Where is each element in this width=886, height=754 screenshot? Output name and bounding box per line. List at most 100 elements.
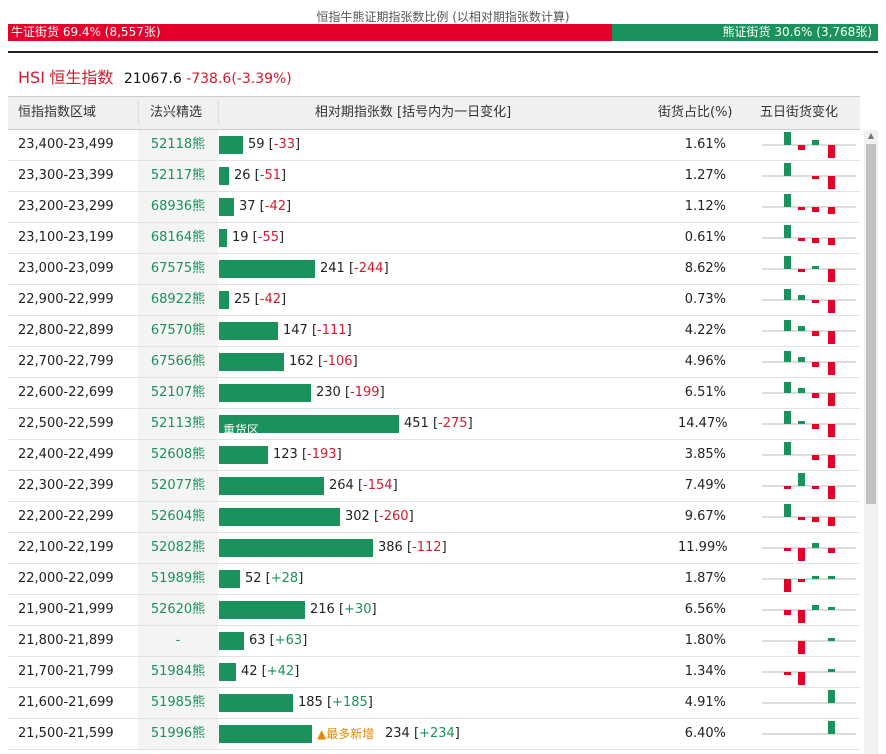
vertical-scrollbar[interactable]: ▲ bbox=[864, 130, 878, 754]
table-row[interactable]: 22,100-22,199 52082熊 386 [-112] 11.99% bbox=[8, 533, 860, 564]
day-change-bar bbox=[798, 238, 805, 241]
day-change-bar bbox=[828, 300, 835, 313]
warrant-code-link[interactable]: 68922熊 bbox=[138, 285, 218, 315]
day-change-bar bbox=[828, 721, 835, 734]
five-day-change-chart bbox=[756, 161, 860, 191]
warrant-code-link[interactable]: 67575熊 bbox=[138, 254, 218, 284]
column-header-range[interactable]: 恒指指数区域 bbox=[18, 105, 97, 120]
warrant-code-link[interactable]: 52107熊 bbox=[138, 378, 218, 408]
table-row[interactable]: 21,600-21,699 51985熊 185 [+185] 4.91% bbox=[8, 688, 860, 719]
table-row[interactable]: 22,400-22,499 52608熊 123 [-193] 3.85% bbox=[8, 440, 860, 471]
table-row[interactable]: 23,100-23,199 68164熊 19 [-55] 0.61% bbox=[8, 223, 860, 254]
qty-value: 234 [+234] bbox=[385, 726, 460, 741]
warrant-code-link[interactable]: 52118熊 bbox=[138, 130, 218, 160]
qty-number: 25 bbox=[234, 292, 251, 307]
day-change-bar bbox=[798, 473, 805, 486]
warrant-code-link[interactable]: 68164熊 bbox=[138, 223, 218, 253]
table-row[interactable]: 22,200-22,299 52604熊 302 [-260] 9.67% bbox=[8, 502, 860, 533]
five-day-change-chart bbox=[756, 378, 860, 408]
day-change-bar bbox=[784, 411, 791, 424]
day-change-bar bbox=[784, 672, 791, 675]
five-day-change-chart bbox=[756, 502, 860, 532]
qty-number: 302 bbox=[345, 509, 370, 524]
table-row[interactable]: 21,700-21,799 51984熊 42 [+42] 1.34% bbox=[8, 657, 860, 688]
qty-value: 37 [-42] bbox=[239, 199, 292, 214]
day-change-bar bbox=[784, 132, 791, 145]
warrant-code-link[interactable]: 51984熊 bbox=[138, 657, 218, 687]
warrant-code-link[interactable]: 67570熊 bbox=[138, 316, 218, 346]
share-cell: 0.73% bbox=[684, 292, 726, 307]
warrant-code-link[interactable]: 51996熊 bbox=[138, 719, 218, 749]
qty-change: -193 bbox=[307, 447, 337, 462]
qty-number: 37 bbox=[239, 199, 256, 214]
warrant-code-link[interactable]: 51989熊 bbox=[138, 564, 218, 594]
table-row[interactable]: 23,300-23,399 52117熊 26 [-51] 1.27% bbox=[8, 161, 860, 192]
table-row[interactable]: 23,200-23,299 68936熊 37 [-42] 1.12% bbox=[8, 192, 860, 223]
warrant-code-link[interactable]: 51985熊 bbox=[138, 688, 218, 718]
qty-value: 241 [-244] bbox=[320, 261, 389, 276]
bull-pct: 69.4% bbox=[62, 25, 101, 39]
range-cell: 21,800-21,899 bbox=[18, 633, 114, 648]
day-change-bar bbox=[798, 388, 805, 393]
qty-value: 59 [-33] bbox=[248, 137, 301, 152]
qty-value: 123 [-193] bbox=[273, 447, 342, 462]
table-row[interactable]: 22,500-22,599 52113熊 重货区 451 [-275] 14.47% bbox=[8, 409, 860, 440]
warrant-code-link[interactable]: 68936熊 bbox=[138, 192, 218, 222]
warrant-code-link[interactable]: 67566熊 bbox=[138, 347, 218, 377]
share-cell: 0.61% bbox=[684, 230, 726, 245]
day-change-bar bbox=[784, 289, 791, 300]
table-row[interactable]: 22,600-22,699 52107熊 230 [-199] 6.51% bbox=[8, 378, 860, 409]
day-change-bar bbox=[784, 504, 791, 517]
warrant-code-link[interactable]: 52608熊 bbox=[138, 440, 218, 470]
qty-cell: 264 [-154] bbox=[218, 471, 658, 501]
warrant-code-link[interactable]: 52604熊 bbox=[138, 502, 218, 532]
table-row[interactable]: 21,500-21,599 51996熊 ▲最多新增 234 [+234] 6.40% bbox=[8, 719, 860, 750]
day-change-bar bbox=[784, 610, 791, 615]
qty-number: 123 bbox=[273, 447, 298, 462]
day-change-bar bbox=[798, 517, 805, 520]
five-day-change-chart bbox=[756, 192, 860, 222]
qty-number: 386 bbox=[378, 540, 403, 555]
table-row[interactable]: 22,800-22,899 67570熊 147 [-111] 4.22% bbox=[8, 316, 860, 347]
qty-bar bbox=[219, 229, 227, 247]
column-header-qty[interactable]: 相对期指张数 [括号内为一日变化] bbox=[314, 105, 512, 120]
qty-value: 63 [+63] bbox=[249, 633, 308, 648]
day-change-bar bbox=[828, 269, 835, 282]
qty-change: +234 bbox=[419, 726, 455, 741]
day-change-bar bbox=[828, 424, 835, 437]
warrant-code-link[interactable]: 52117熊 bbox=[138, 161, 218, 191]
warrant-code-link[interactable]: 52113熊 bbox=[138, 409, 218, 439]
table-row[interactable]: 23,000-23,099 67575熊 241 [-244] 8.62% bbox=[8, 254, 860, 285]
column-header-code[interactable]: 法兴精选 bbox=[150, 105, 203, 120]
table-row[interactable]: 22,300-22,399 52077熊 264 [-154] 7.49% bbox=[8, 471, 860, 502]
warrant-code-link[interactable]: - bbox=[138, 626, 218, 656]
five-day-change-chart bbox=[756, 130, 860, 160]
qty-number: 59 bbox=[248, 137, 265, 152]
scroll-thumb[interactable] bbox=[866, 144, 876, 504]
table-row[interactable]: 21,800-21,899 - 63 [+63] 1.80% bbox=[8, 626, 860, 657]
scroll-up-arrow-icon[interactable]: ▲ bbox=[867, 131, 875, 140]
day-change-bar bbox=[828, 145, 835, 158]
qty-value: 230 [-199] bbox=[316, 385, 385, 400]
table-row[interactable]: 23,400-23,499 52118熊 59 [-33] 1.61% bbox=[8, 130, 860, 161]
warrant-code-link[interactable]: 52620熊 bbox=[138, 595, 218, 625]
table-row[interactable]: 22,700-22,799 67566熊 162 [-106] 4.96% bbox=[8, 347, 860, 378]
day-change-bar bbox=[812, 455, 819, 460]
range-cell: 21,900-21,999 bbox=[18, 602, 114, 617]
five-day-change-chart bbox=[756, 688, 860, 718]
share-cell: 1.34% bbox=[684, 664, 726, 679]
table-row[interactable]: 22,900-22,999 68922熊 25 [-42] 0.73% bbox=[8, 285, 860, 316]
table-row[interactable]: 22,000-22,099 51989熊 52 [+28] 1.87% bbox=[8, 564, 860, 595]
warrant-code-link[interactable]: 52077熊 bbox=[138, 471, 218, 501]
qty-cell: 59 [-33] bbox=[218, 130, 658, 160]
range-cell: 22,000-22,099 bbox=[18, 571, 114, 586]
column-header-share[interactable]: 街货占比(%) bbox=[658, 105, 733, 120]
warrant-code-link[interactable]: 52082熊 bbox=[138, 533, 218, 563]
qty-number: 185 bbox=[298, 695, 323, 710]
column-header-history[interactable]: 五日街货变化 bbox=[760, 105, 839, 120]
range-cell: 22,300-22,399 bbox=[18, 478, 114, 493]
day-change-bar bbox=[784, 225, 791, 238]
table-row[interactable]: 21,900-21,999 52620熊 216 [+30] 6.56% bbox=[8, 595, 860, 626]
qty-number: 52 bbox=[245, 571, 262, 586]
